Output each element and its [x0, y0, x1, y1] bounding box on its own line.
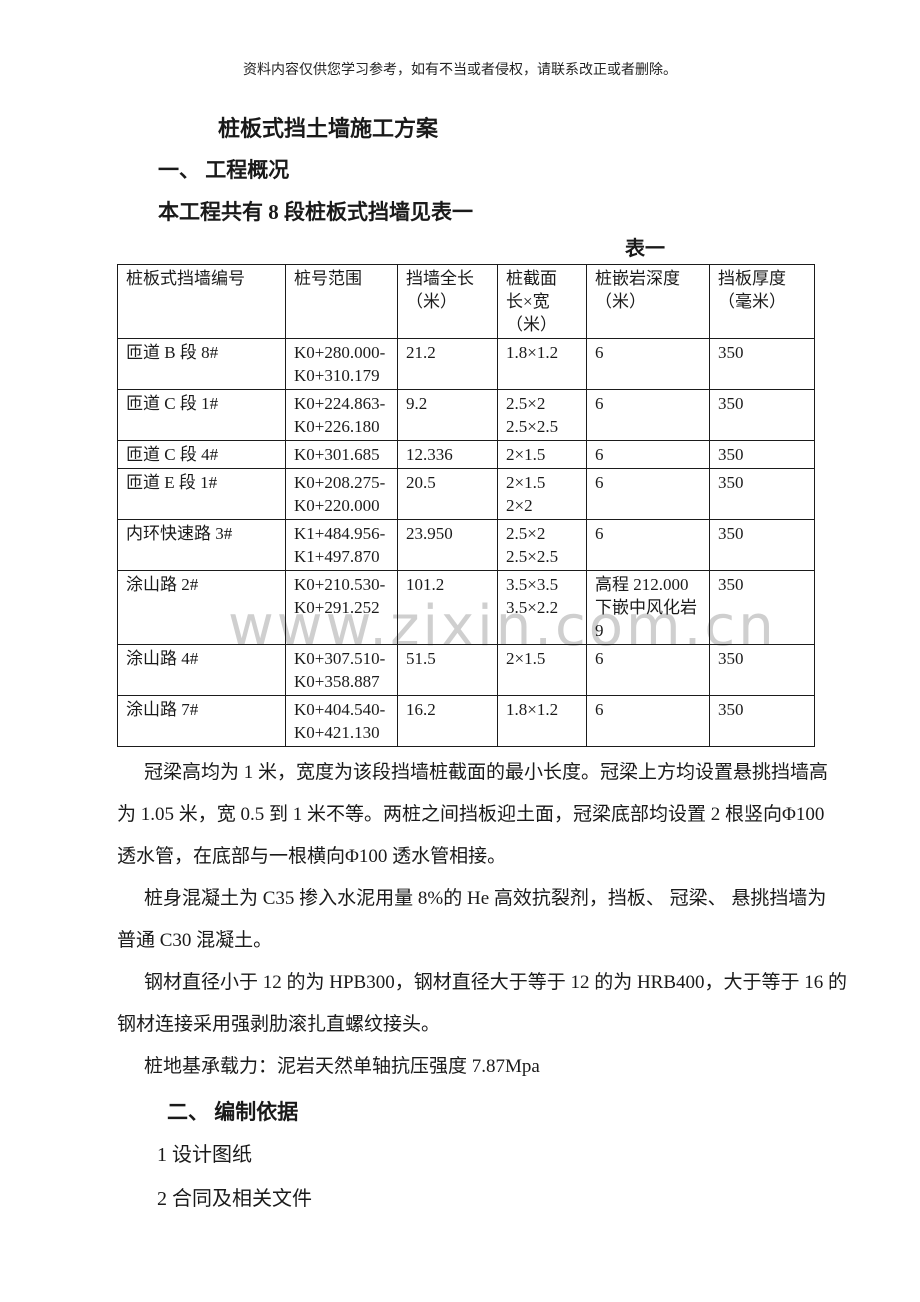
intro-text: 本工程共有 8 段桩板式挡墙见表一	[158, 200, 473, 224]
header-cell-pile-section: 桩截面 长×宽 （米）	[497, 264, 587, 339]
table-cell: 内环快速路 3#	[117, 519, 286, 571]
header-cell-stake-range: 桩号范围	[285, 264, 398, 339]
body-line: 透水管，在底部与一根横向Φ100 透水管相接。	[117, 846, 507, 867]
table-cell: 涂山路 7#	[117, 695, 286, 747]
table-cell: 匝道 B 段 8#	[117, 338, 286, 390]
table-cell: 1.8×1.2	[497, 695, 587, 747]
table-cell: 350	[709, 644, 815, 696]
section2-heading: 二、 编制依据	[167, 1100, 299, 1124]
table-cell: 350	[709, 389, 815, 441]
table-cell: 350	[709, 519, 815, 571]
body-line: 桩地基承载力：泥岩天然单轴抗压强度 7.87Mpa	[144, 1056, 540, 1077]
table-cell: 2.5×2 2.5×2.5	[497, 389, 587, 441]
header-disclaimer: 资料内容仅供您学习参考，如有不当或者侵权，请联系改正或者删除。	[243, 63, 677, 78]
list-item-design-drawings: 1 设计图纸	[157, 1144, 252, 1166]
table-row: 匝道 B 段 8# K0+280.000- K0+310.179 21.2 1.…	[117, 338, 815, 390]
table-cell: 6	[586, 468, 710, 520]
table-cell: 高程 212.000 下嵌中风化岩 9	[586, 570, 710, 645]
table-cell: 12.336	[397, 440, 498, 469]
table-cell: 匝道 C 段 4#	[117, 440, 286, 469]
table-cell: 350	[709, 468, 815, 520]
table-row: 涂山路 2# K0+210.530- K0+291.252 101.2 3.5×…	[117, 570, 815, 645]
table-row: 涂山路 7# K0+404.540- K0+421.130 16.2 1.8×1…	[117, 695, 815, 747]
table-header-row: 桩板式挡墙编号 桩号范围 挡墙全长 （米） 桩截面 长×宽 （米） 桩嵌岩深度 …	[117, 264, 815, 339]
doc-title: 桩板式挡土墙施工方案	[218, 116, 439, 141]
table-cell: 350	[709, 440, 815, 469]
table-row: 匝道 C 段 4# K0+301.685 12.336 2×1.5 6 350	[117, 440, 815, 469]
table-cell: 6	[586, 644, 710, 696]
table-cell: K0+208.275- K0+220.000	[285, 468, 398, 520]
table-row: 涂山路 4# K0+307.510- K0+358.887 51.5 2×1.5…	[117, 644, 815, 696]
table-cell: 23.950	[397, 519, 498, 571]
header-cell-panel-thickness: 挡板厚度 （毫米）	[709, 264, 815, 339]
table-cell: 350	[709, 695, 815, 747]
table-cell: 2×1.5	[497, 440, 587, 469]
table-cell: K0+404.540- K0+421.130	[285, 695, 398, 747]
table-cell: 350	[709, 570, 815, 645]
table-row: 内环快速路 3# K1+484.956- K1+497.870 23.950 2…	[117, 519, 815, 571]
table-cell: 6	[586, 440, 710, 469]
body-paragraphs: 冠梁高均为 1 米，宽度为该段挡墙桩截面的最小长度。冠梁上方均设置悬挑挡墙高 为…	[117, 752, 848, 1088]
table-cell: 51.5	[397, 644, 498, 696]
table-cell: 6	[586, 389, 710, 441]
table-cell: 3.5×3.5 3.5×2.2	[497, 570, 587, 645]
list-item-contract-documents: 2 合同及相关文件	[157, 1188, 312, 1210]
retaining-wall-table: 桩板式挡墙编号 桩号范围 挡墙全长 （米） 桩截面 长×宽 （米） 桩嵌岩深度 …	[117, 264, 815, 747]
body-line: 普通 C30 混凝土。	[117, 930, 273, 951]
table-cell: 9.2	[397, 389, 498, 441]
body-line: 钢材连接采用强剥肋滚扎直螺纹接头。	[117, 1014, 441, 1035]
table-cell: 16.2	[397, 695, 498, 747]
table-cell: 匝道 E 段 1#	[117, 468, 286, 520]
table-cell: K1+484.956- K1+497.870	[285, 519, 398, 571]
table-cell: K0+210.530- K0+291.252	[285, 570, 398, 645]
table-cell: 101.2	[397, 570, 498, 645]
table-cell: 涂山路 2#	[117, 570, 286, 645]
table-cell: 2×1.5	[497, 644, 587, 696]
table-cell: 6	[586, 519, 710, 571]
table-cell: 350	[709, 338, 815, 390]
header-cell-rock-depth: 桩嵌岩深度 （米）	[586, 264, 710, 339]
table-cell: 21.2	[397, 338, 498, 390]
header-cell-wall-number: 桩板式挡墙编号	[117, 264, 286, 339]
body-line: 桩身混凝土为 C35 掺入水泥用量 8%的 He 高效抗裂剂，挡板、 冠梁、 悬…	[144, 888, 827, 909]
body-line: 冠梁高均为 1 米，宽度为该段挡墙桩截面的最小长度。冠梁上方均设置悬挑挡墙高	[144, 762, 829, 783]
table-row: 匝道 C 段 1# K0+224.863- K0+226.180 9.2 2.5…	[117, 389, 815, 441]
table-caption: 表一	[625, 238, 665, 260]
table-cell: 匝道 C 段 1#	[117, 389, 286, 441]
section1-heading: 一、 工程概况	[158, 158, 290, 182]
table-cell: 2.5×2 2.5×2.5	[497, 519, 587, 571]
header-cell-wall-length: 挡墙全长 （米）	[397, 264, 498, 339]
table-cell: K0+301.685	[285, 440, 398, 469]
table-row: 匝道 E 段 1# K0+208.275- K0+220.000 20.5 2×…	[117, 468, 815, 520]
table-cell: K0+307.510- K0+358.887	[285, 644, 398, 696]
table-cell: K0+224.863- K0+226.180	[285, 389, 398, 441]
table-cell: 6	[586, 695, 710, 747]
table-cell: 6	[586, 338, 710, 390]
body-line: 为 1.05 米，宽 0.5 到 1 米不等。两桩之间挡板迎土面，冠梁底部均设置…	[117, 804, 825, 825]
table-cell: 20.5	[397, 468, 498, 520]
table-cell: K0+280.000- K0+310.179	[285, 338, 398, 390]
table-cell: 涂山路 4#	[117, 644, 286, 696]
body-line: 钢材直径小于 12 的为 HPB300，钢材直径大于等于 12 的为 HRB40…	[144, 972, 848, 993]
table-cell: 2×1.5 2×2	[497, 468, 587, 520]
table-cell: 1.8×1.2	[497, 338, 587, 390]
